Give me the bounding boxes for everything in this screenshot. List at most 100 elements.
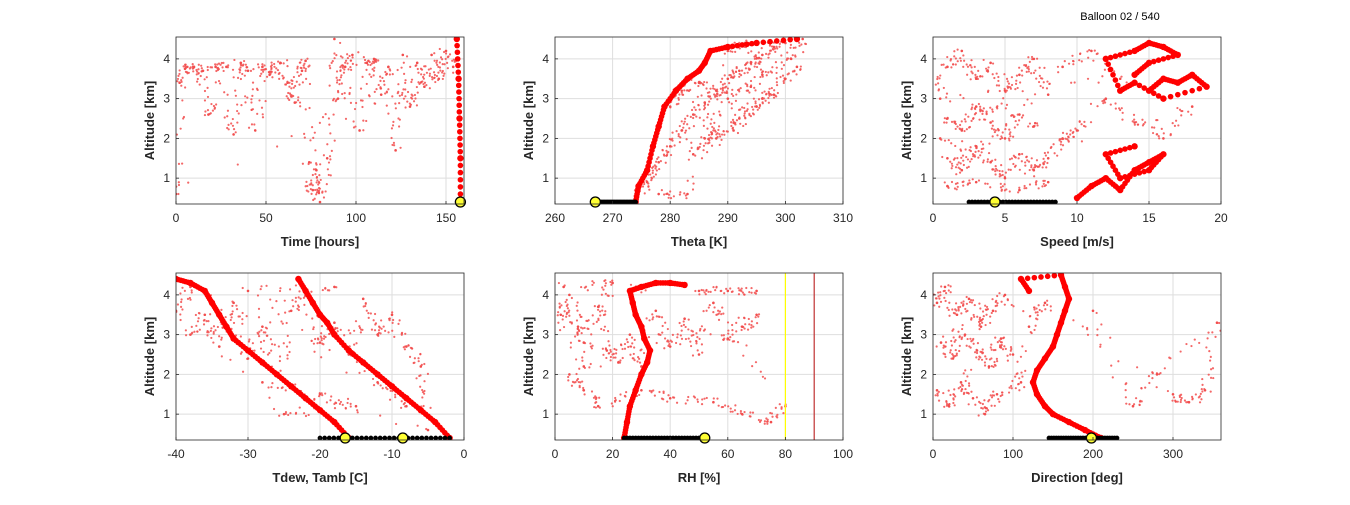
cloud-point <box>338 402 342 405</box>
cloud-point <box>334 327 337 331</box>
cloud-point <box>1080 140 1084 143</box>
y-axis-label: Altitude [km] <box>899 317 914 396</box>
cloud-point <box>655 169 658 172</box>
cloud-point <box>350 68 353 71</box>
cloud-point <box>982 147 985 150</box>
cloud-point <box>703 106 707 109</box>
cloud-point <box>1023 64 1026 67</box>
cloud-point <box>420 68 424 71</box>
cloud-point <box>782 81 785 85</box>
cloud-point <box>768 44 772 47</box>
cloud-point <box>405 404 408 408</box>
cloud-point <box>310 179 313 182</box>
cloud-point <box>933 304 936 307</box>
cloud-point <box>286 81 289 85</box>
cloud-point <box>994 170 997 173</box>
cloud-point <box>988 358 992 361</box>
cloud-point <box>685 197 688 200</box>
x-tick-label: 200 <box>1083 447 1103 461</box>
cloud-point <box>203 113 207 117</box>
cloud-point <box>965 295 968 299</box>
cloud-point <box>706 127 709 130</box>
cloud-point <box>965 166 969 169</box>
cloud-point <box>210 336 213 340</box>
cloud-point <box>745 344 748 347</box>
cloud-point <box>398 319 401 322</box>
cloud-point <box>226 115 229 118</box>
cloud-point <box>576 301 579 304</box>
cloud-point <box>1173 124 1177 127</box>
cloud-point <box>990 365 993 368</box>
cloud-point <box>565 298 568 301</box>
cloud-point <box>682 320 685 323</box>
cloud-point <box>441 63 444 66</box>
cloud-point <box>429 406 432 409</box>
cloud-point <box>438 66 442 69</box>
cloud-point <box>661 331 664 334</box>
cloud-point <box>999 346 1002 349</box>
cloud-point <box>365 119 368 123</box>
cloud-point <box>755 289 758 293</box>
cloud-point <box>337 399 340 402</box>
cloud-point <box>735 67 738 70</box>
cloud-point <box>981 407 984 410</box>
cloud-point <box>1042 81 1045 84</box>
cloud-point <box>743 327 746 330</box>
cloud-point <box>964 307 967 311</box>
cloud-point <box>753 65 756 68</box>
cloud-point <box>327 161 331 164</box>
cloud-point <box>586 289 589 292</box>
cloud-point <box>750 320 753 323</box>
cloud-point <box>181 286 184 289</box>
cloud-point <box>1185 401 1188 404</box>
cloud-point <box>1060 148 1063 151</box>
cloud-point <box>258 99 261 102</box>
cloud-point <box>710 144 714 147</box>
cloud-point <box>954 354 957 358</box>
cloud-point <box>313 398 316 401</box>
cloud-point <box>626 340 629 344</box>
cloud-point <box>1050 145 1053 149</box>
cloud-point <box>357 51 360 54</box>
cloud-point <box>1171 399 1174 402</box>
y-axis-label: Altitude [km] <box>521 317 536 396</box>
cloud-point <box>694 289 697 293</box>
cloud-point <box>1183 399 1187 402</box>
cloud-point <box>962 372 965 375</box>
y-tick-label: 3 <box>920 92 927 106</box>
cloud-point <box>187 71 190 74</box>
cloud-point <box>177 74 180 77</box>
profile-point <box>793 37 801 43</box>
cloud-point <box>575 379 579 382</box>
cloud-point <box>767 71 770 74</box>
cloud-point <box>230 316 233 319</box>
cloud-point <box>774 50 777 53</box>
cloud-point <box>954 338 957 342</box>
cloud-point <box>743 317 746 320</box>
cloud-point <box>336 330 339 333</box>
cloud-point <box>767 56 770 59</box>
cloud-point <box>661 324 664 328</box>
cloud-point <box>745 39 748 42</box>
cloud-point <box>558 329 562 332</box>
cloud-point <box>346 53 349 56</box>
cloud-point <box>300 69 304 73</box>
cloud-point <box>980 151 983 154</box>
cloud-point <box>695 342 698 345</box>
cloud-point <box>444 52 448 55</box>
cloud-point <box>651 169 654 172</box>
cloud-point <box>978 302 981 305</box>
cloud-point <box>660 397 664 400</box>
cloud-point <box>782 79 785 83</box>
cloud-point <box>1104 98 1107 101</box>
cloud-point <box>1061 131 1065 134</box>
cloud-point <box>645 317 648 320</box>
cloud-point <box>1160 127 1163 130</box>
cloud-point <box>423 81 427 84</box>
cloud-point <box>278 414 281 417</box>
cloud-point <box>1037 80 1041 84</box>
cloud-point <box>655 341 658 345</box>
cloud-point <box>609 350 612 353</box>
cloud-point <box>717 309 720 312</box>
cloud-point <box>708 100 711 103</box>
